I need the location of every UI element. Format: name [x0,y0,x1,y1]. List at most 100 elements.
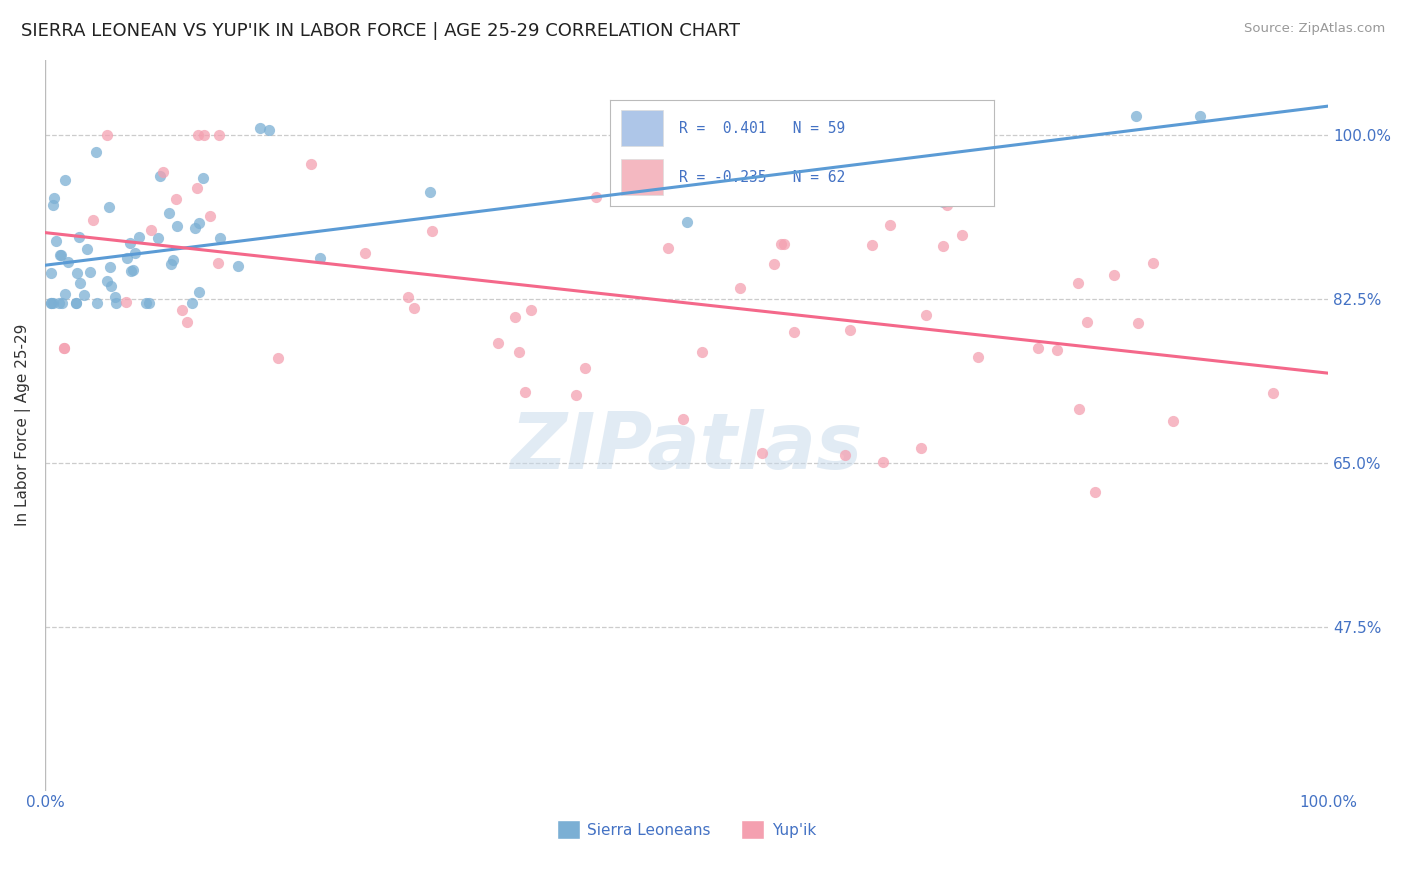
Point [180,296,202,310]
Point [67,229,90,244]
Point [176,315,198,329]
Point [422,224,444,238]
Point [42,191,65,205]
Point [910,441,932,455]
Point [193,171,215,186]
Point [967,350,990,364]
Point [1104,268,1126,282]
Point [122,263,145,277]
Point [124,246,146,260]
Point [915,309,938,323]
Point [193,128,215,142]
Point [936,198,959,212]
Point [730,281,752,295]
Point [184,220,207,235]
Point [299,156,322,170]
Point [657,241,679,255]
Point [48,296,70,310]
Point [228,260,250,274]
Point [950,228,973,243]
Point [65,296,87,310]
Point [1125,109,1147,123]
Point [1188,109,1211,123]
Point [200,209,222,223]
Point [585,190,607,204]
Point [65,296,87,310]
Point [834,448,856,462]
Point [419,185,441,199]
Point [486,335,509,350]
Point [79,265,101,279]
Point [519,303,541,318]
Point [120,264,142,278]
Point [208,128,231,142]
Point [76,242,98,256]
Point [931,239,953,253]
Point [208,231,231,245]
Point [1263,385,1285,400]
Point [69,276,91,290]
Point [96,274,118,288]
Point [73,288,96,302]
Point [149,169,172,184]
Point [157,205,180,219]
Point [39,296,62,310]
Point [1142,256,1164,270]
Point [45,234,67,248]
Point [53,341,76,355]
Point [1084,485,1107,500]
Point [166,219,188,233]
Point [872,455,894,469]
Point [751,446,773,460]
Point [118,236,141,251]
Point [574,360,596,375]
Point [396,289,419,303]
Legend: Sierra Leoneans, Yup'ik: Sierra Leoneans, Yup'ik [551,814,823,845]
Point [160,257,183,271]
Point [763,257,786,271]
Point [165,192,187,206]
Y-axis label: In Labor Force | Age 25-29: In Labor Force | Age 25-29 [15,324,31,526]
Point [170,303,193,318]
Point [100,278,122,293]
Point [84,145,107,159]
Point [53,341,76,355]
Point [508,345,530,359]
Point [66,266,89,280]
Point [152,165,174,179]
Point [505,310,527,325]
Point [186,181,208,195]
Point [932,195,955,210]
Point [672,412,695,426]
Point [82,213,104,227]
Point [259,123,281,137]
Point [249,120,271,135]
Point [104,290,127,304]
Point [267,351,290,366]
Point [96,128,118,142]
Point [309,251,332,265]
Point [86,296,108,310]
Point [117,251,139,265]
Point [565,388,588,402]
Text: SIERRA LEONEAN VS YUP'IK IN LABOR FORCE | AGE 25-29 CORRELATION CHART: SIERRA LEONEAN VS YUP'IK IN LABOR FORCE … [21,22,740,40]
Point [769,236,792,251]
Point [53,287,76,301]
Point [783,325,806,339]
Point [98,260,121,274]
Point [1046,343,1069,358]
Point [48,248,70,262]
Text: ZIPatlas: ZIPatlas [510,409,863,485]
Point [402,301,425,315]
Point [146,231,169,245]
Point [128,230,150,244]
Text: Source: ZipAtlas.com: Source: ZipAtlas.com [1244,22,1385,36]
Point [786,183,808,197]
Point [39,266,62,280]
Point [39,296,62,310]
Point [1066,276,1088,290]
Point [513,385,536,400]
Point [187,216,209,230]
Point [135,296,157,310]
Point [1067,402,1090,417]
